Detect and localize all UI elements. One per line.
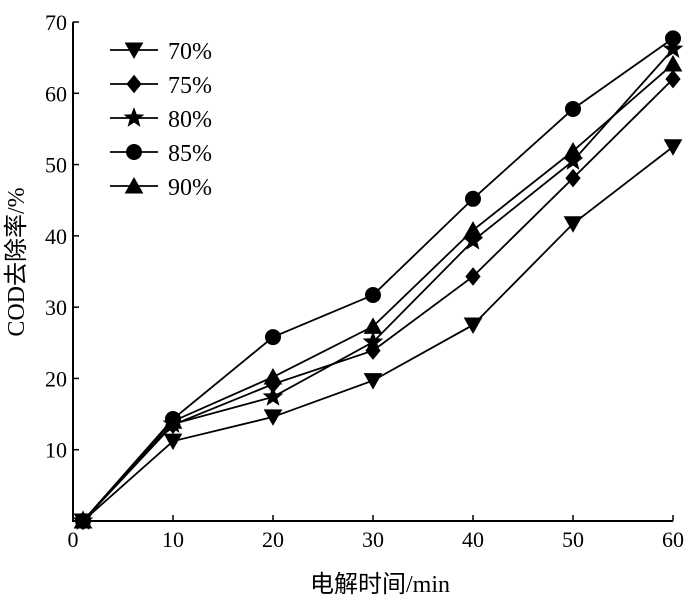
- ticks: 0 10 20 30 40 50 60 10 20 30 40 50 60 70: [45, 10, 684, 552]
- legend-label: 85%: [168, 141, 212, 167]
- data-point-2-3: [362, 331, 384, 351]
- data-point-0-3: [363, 373, 383, 390]
- x-tick-label: 60: [662, 527, 684, 552]
- legend-label: 80%: [168, 107, 212, 133]
- data-point-0-6: [663, 139, 683, 156]
- y-tick-label: 50: [45, 153, 67, 178]
- y-axis-title: COD去除率/%: [3, 187, 30, 336]
- data-point-2-6: [662, 38, 684, 58]
- data-point-0-2: [263, 409, 283, 426]
- data-point-0-1: [163, 433, 183, 451]
- data-point-3-6: [665, 30, 681, 47]
- data-point-0-4: [463, 317, 483, 334]
- data-point-4-1: [163, 412, 183, 429]
- data-point-0-5: [563, 216, 583, 233]
- data-point-2-2: [262, 386, 284, 406]
- data-point-1-5: [565, 168, 581, 188]
- y-tick-label: 10: [45, 438, 67, 463]
- y-tick-label: 40: [45, 224, 67, 249]
- x-axis-title: 电解时间/min: [310, 571, 450, 598]
- axes: [72, 22, 673, 522]
- axis-frame: [72, 22, 673, 522]
- data-point-3-5: [565, 100, 581, 117]
- legend-label: 90%: [168, 175, 212, 201]
- data-point-3-3: [365, 287, 381, 304]
- x-tick-label: 30: [362, 527, 384, 552]
- x-tick-label: 10: [162, 527, 184, 552]
- data-point-1-6: [665, 69, 681, 89]
- legend: 70% 75% 80% 85% 90%: [110, 39, 212, 201]
- legend-marker: [123, 107, 145, 127]
- data-point-4-0: [73, 511, 93, 529]
- legend-marker: [124, 42, 144, 60]
- data-point-4-5: [563, 142, 583, 159]
- data-point-3-2: [265, 329, 281, 346]
- data-point-4-3: [363, 317, 383, 334]
- legend-marker: [124, 176, 144, 194]
- data-point-3-4: [465, 190, 481, 207]
- y-tick-label: 60: [45, 81, 67, 106]
- data-point-2-4: [462, 229, 484, 250]
- x-tick-label: 50: [562, 527, 584, 552]
- data-point-4-2: [263, 367, 283, 385]
- legend-label: 75%: [168, 73, 212, 99]
- x-tick-label: 0: [68, 527, 79, 552]
- data-point-4-6: [663, 55, 683, 72]
- y-tick-label: 20: [45, 366, 67, 391]
- series-markers: [72, 30, 684, 531]
- legend-label: 70%: [168, 39, 212, 65]
- data-point-4-4: [463, 221, 483, 238]
- x-tick-label: 20: [262, 527, 284, 552]
- legend-marker: [126, 144, 142, 160]
- y-tick-label: 30: [45, 295, 67, 320]
- legend-marker: [126, 74, 142, 94]
- data-point-1-4: [465, 267, 481, 286]
- x-tick-label: 40: [462, 527, 484, 552]
- y-tick-label: 70: [45, 10, 67, 35]
